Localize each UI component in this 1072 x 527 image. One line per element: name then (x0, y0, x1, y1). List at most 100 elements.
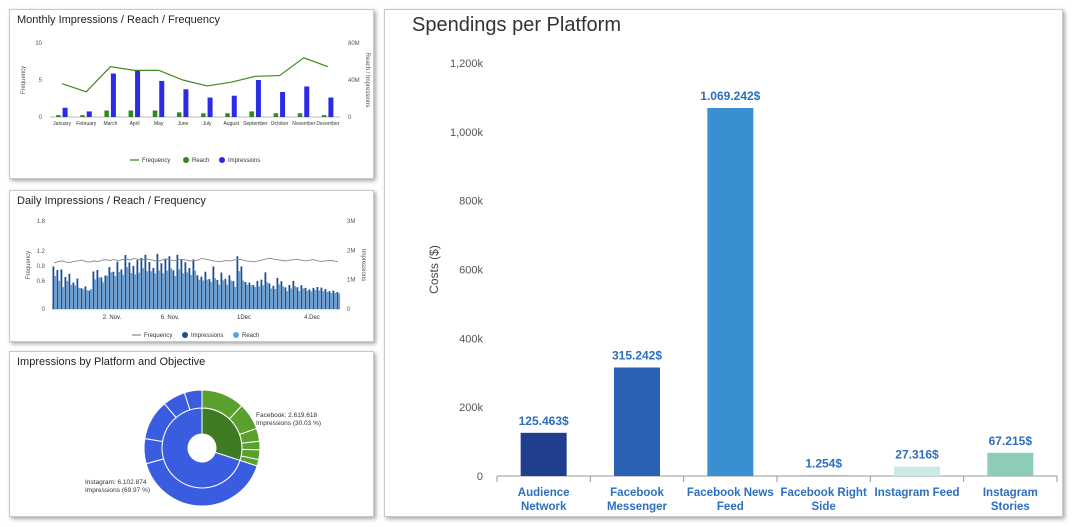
x-category-label-line1: Facebook (610, 487, 664, 499)
legend-reach-label: Reach (242, 333, 259, 339)
monthly-chart-title: Monthly Impressions / Reach / Frequency (17, 14, 220, 26)
reach-bar (194, 270, 197, 309)
reach-bar (182, 273, 185, 309)
impressions-bar (128, 262, 131, 309)
spendings-chart-title: Spendings per Platform (412, 14, 622, 36)
impressions-bar (148, 262, 151, 309)
reach-bar (330, 292, 333, 309)
x-category-label-line1: Instagram Feed (875, 487, 960, 499)
impressions-bar (316, 287, 319, 309)
reach-bar (82, 289, 85, 309)
x-tick-label: 1Dec (237, 315, 251, 321)
reach-bar (266, 282, 269, 309)
reach-bar (62, 287, 65, 309)
reach-bar (146, 271, 149, 309)
impressions-bar (188, 267, 191, 309)
impressions-bar (264, 272, 267, 309)
reach-bar (238, 271, 241, 309)
legend-impressions-label: Impressions (191, 333, 223, 339)
x-category-label-line1: Instagram (983, 487, 1038, 499)
legend-impressions-label: Impressions (228, 158, 260, 164)
legend-frequency-label: Frequency (144, 333, 172, 339)
reach-bar (206, 279, 209, 309)
daily-chart-title: Daily Impressions / Reach / Frequency (17, 195, 206, 207)
x-tick-label: March (103, 121, 117, 127)
reach-bar (334, 293, 337, 309)
legend-impressions-swatch (182, 332, 188, 338)
y-tick-label: 400k (459, 333, 483, 345)
reach-bar (298, 291, 301, 309)
impressions-bar (220, 272, 223, 309)
reach-bar (230, 280, 233, 309)
impressions-bar (255, 80, 261, 117)
y-right-axis-label: Reach / Impressions (364, 53, 370, 108)
reach-bar (314, 289, 317, 309)
y-left-tick-label: 1.8 (37, 219, 46, 225)
impressions-bar (183, 89, 189, 117)
impressions-bar (256, 280, 259, 309)
reach-bar (122, 274, 125, 309)
reach-bar (142, 268, 145, 309)
facebook-label-line2: Impressions (30.03 %) (256, 420, 321, 427)
x-tick-label: December (316, 121, 339, 127)
x-category-label-line2: Network (521, 501, 567, 513)
reach-bar (226, 284, 229, 309)
impressions-bar (159, 80, 165, 117)
y-right-tick-label: 0 (348, 115, 352, 121)
impressions-bar (152, 267, 155, 309)
reach-bar (70, 284, 73, 309)
reach-bar (286, 291, 289, 309)
y-tick-label: 1,000k (450, 127, 484, 139)
reach-bar (326, 291, 329, 309)
x-tick-label: 6. Nov. (161, 315, 180, 321)
reach-bar (56, 115, 61, 117)
spending-data-label: 1.254$ (805, 457, 842, 471)
reach-bar (290, 288, 293, 309)
impressions-bar (304, 287, 307, 309)
legend-frequency-label: Frequency (142, 158, 170, 164)
impressions-bar (132, 265, 135, 309)
reach-bar (90, 289, 93, 309)
reach-bar (254, 287, 257, 309)
impressions-bar (207, 97, 213, 117)
legend-reach-swatch (183, 157, 189, 163)
impressions-bar (52, 266, 55, 309)
y-right-tick-label: 40M (348, 78, 360, 84)
reach-bar (86, 290, 89, 309)
reach-bar (258, 286, 261, 309)
reach-bar (128, 110, 134, 117)
reach-bar (118, 272, 121, 309)
impressions-bar (280, 92, 286, 117)
impressions-bar (224, 278, 227, 309)
y-left-tick-label: 10 (35, 41, 42, 47)
impressions-bar (288, 284, 291, 309)
impressions-bar (216, 279, 219, 309)
monthly-chart: 0 5 10 0 40M 80M Frequency Reach / Impressions J… (21, 41, 370, 164)
impressions-bar (312, 287, 315, 309)
x-tick-label: October (271, 121, 289, 127)
outer-slice (143, 437, 165, 465)
impressions-bar (136, 260, 139, 309)
impressions-bar (80, 288, 83, 309)
reach-bar (170, 268, 173, 309)
reach-bar (174, 276, 177, 309)
impressions-bar (232, 281, 235, 309)
impressions-bar (204, 271, 207, 309)
impressions-bar (144, 254, 147, 309)
y-right-tick-label: 3M (347, 219, 355, 225)
impressions-bar (72, 282, 75, 309)
reach-bar (302, 288, 305, 309)
reach-bar (306, 290, 309, 309)
impressions-bar (192, 259, 195, 309)
impressions-bar (324, 289, 327, 309)
impressions-bar (320, 287, 323, 309)
y-left-tick-label: 0.6 (37, 279, 46, 285)
impressions-bar (228, 275, 231, 309)
spending-bar (614, 367, 660, 476)
reach-bar (318, 290, 321, 309)
x-tick-label: 4.Dec (304, 315, 320, 321)
impressions-bar (112, 271, 115, 309)
reach-bar (190, 274, 193, 309)
reach-bar (225, 113, 230, 117)
